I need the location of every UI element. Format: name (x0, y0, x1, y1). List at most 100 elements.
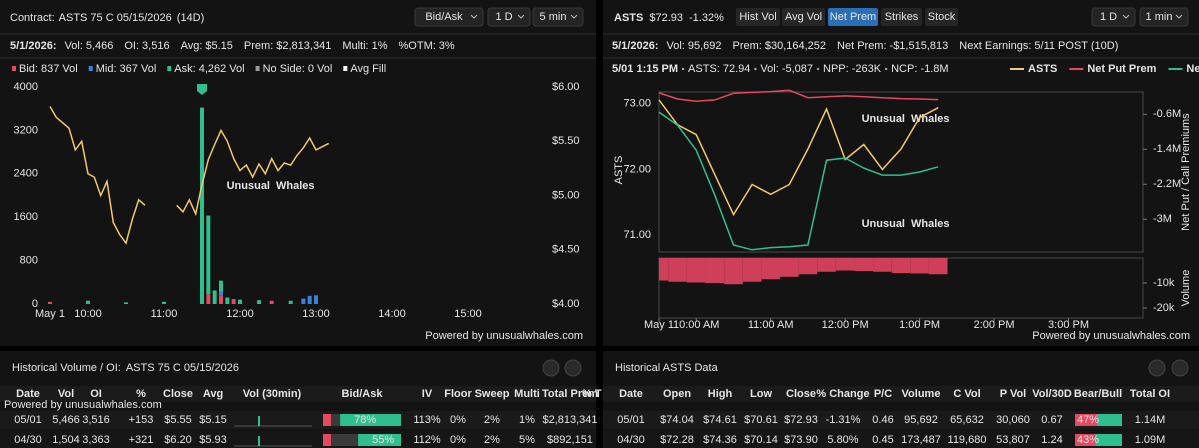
y-tick-label: 73.00 (623, 98, 651, 110)
table-title: Historical Volume / OI: (12, 362, 121, 374)
table-cell: $70.61 (744, 414, 778, 426)
column-header: Vol/30D (1032, 388, 1072, 400)
icon-button[interactable] (542, 359, 560, 377)
table-title: Historical ASTS Data (615, 362, 719, 374)
y2-tick-label: $4.00 (552, 298, 580, 310)
table-cell: 04/30 (14, 434, 42, 446)
stat-label: Prem: (244, 40, 273, 52)
trade-marker (197, 84, 207, 95)
stat-value: 1% (372, 40, 388, 52)
table-cell: 1,504 (52, 434, 80, 446)
volume-bar (257, 300, 261, 304)
row-band (603, 431, 1199, 448)
icon-button[interactable] (1148, 359, 1166, 377)
table-cell: 0.45 (872, 434, 893, 446)
x-tick-label: May 1 (35, 308, 65, 320)
x-tick-label: 12:00 (226, 308, 254, 320)
column-header: Date (619, 388, 643, 400)
header-band (0, 386, 596, 402)
table-cell: 1.14M (1135, 414, 1166, 426)
table-cell: 119,680 (948, 434, 987, 446)
volume-bar (48, 301, 52, 304)
stat-value: -$1,515,813 (890, 40, 949, 52)
column-header: Avg (203, 388, 223, 400)
series-line (658, 99, 939, 217)
dropdown-button[interactable] (487, 7, 531, 27)
icon-button[interactable] (564, 359, 582, 377)
watermark: Whales (911, 218, 950, 230)
x-tick-label: 1:00 PM (899, 319, 940, 331)
legend-label: Net Put Prem (1087, 63, 1156, 75)
bar-label: 78% (354, 414, 376, 426)
column-header: Floor (444, 388, 472, 400)
table-cell: 2% (484, 434, 500, 446)
row-band (603, 411, 1199, 429)
table-cell: -1.31% (826, 414, 861, 426)
legend-swatch (88, 66, 93, 71)
chevron (470, 14, 478, 19)
price: $72.93 (649, 12, 683, 24)
column-header: % T (582, 388, 602, 400)
table-cell: $5.93 (199, 434, 227, 446)
y-tick-label: 4000 (14, 81, 38, 93)
column-header: Low (750, 388, 772, 400)
dropdown-button[interactable] (414, 7, 484, 27)
tab-label: Net Prem (830, 11, 876, 23)
bar-label: 47% (1077, 414, 1099, 426)
powered-by: Powered by unusualwhales.com (1032, 330, 1190, 342)
button-label: 1 D (1100, 11, 1117, 23)
watermark: Whales (911, 113, 950, 125)
column-header: Vol (58, 388, 74, 400)
table-cell: 1.24 (1041, 434, 1062, 446)
volume-bar (873, 258, 892, 272)
tab[interactable] (925, 8, 958, 26)
table-cell: 112% (413, 434, 441, 446)
y2-tick-label: $5.00 (552, 189, 580, 201)
volume-bar (659, 258, 669, 281)
separator-dot (884, 67, 888, 71)
stat-value: 5,466 (86, 40, 114, 52)
stat-label: Multi: (342, 40, 368, 52)
volume-bar (231, 299, 236, 304)
legend-label: Ask: 4,262 Vol (174, 63, 244, 75)
table-cell: 173,487 (901, 434, 941, 446)
volume-bar (225, 297, 230, 304)
volume-bar (212, 290, 217, 304)
tab[interactable] (828, 8, 878, 26)
column-header: % Change (816, 388, 869, 400)
legend-swatch (343, 66, 348, 71)
table-cell: $74.61 (703, 414, 737, 426)
button-label: 1 min (1146, 11, 1173, 23)
tab[interactable] (782, 8, 825, 26)
column-header: Sweep (475, 388, 510, 400)
bear-bar (1075, 414, 1098, 426)
separator-dot (816, 67, 820, 71)
header-band (603, 386, 1199, 402)
column-header: Total OI (1130, 388, 1170, 400)
tab[interactable] (881, 8, 922, 26)
table-cell: 1% (519, 414, 535, 426)
tab-label: Avg Vol (785, 11, 822, 23)
column-header: Date (16, 388, 40, 400)
table-cell: $74.36 (703, 434, 737, 446)
dropdown-button[interactable] (532, 7, 584, 27)
icon-button[interactable] (1171, 359, 1189, 377)
tab-label: Strikes (885, 11, 919, 23)
tab[interactable] (736, 8, 780, 26)
dropdown-button[interactable] (1139, 7, 1189, 27)
price-plot-frame (658, 91, 1144, 253)
volume-bar (86, 300, 90, 304)
column-header: Multi (514, 388, 540, 400)
volume-bar (307, 295, 312, 304)
watermark: Whales (276, 180, 315, 192)
volume-bar (238, 299, 242, 304)
volume-bar (200, 107, 204, 305)
column-header: C Vol (953, 388, 980, 400)
header-label: Contract: (10, 12, 55, 24)
dropdown-button[interactable] (1091, 7, 1136, 27)
column-header: P Vol (1000, 388, 1027, 400)
bar-label: 55% (372, 434, 394, 446)
table-cell: 0.67 (1041, 414, 1062, 426)
legend-swatch (167, 66, 172, 71)
